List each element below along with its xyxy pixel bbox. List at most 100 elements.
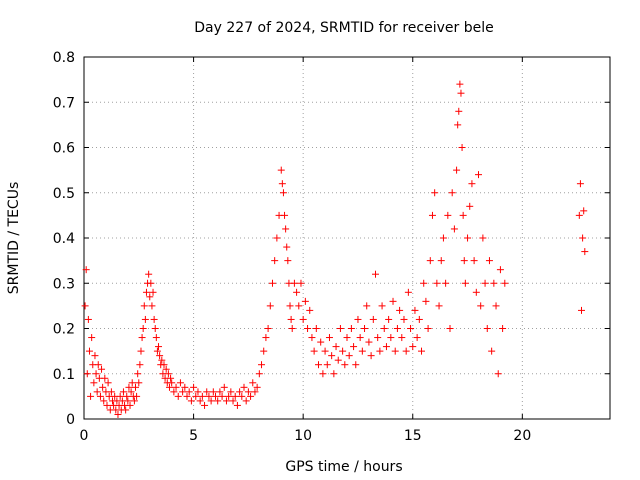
data-point: [85, 347, 93, 355]
data-point: [306, 306, 314, 314]
data-point: [138, 334, 146, 342]
data-point: [255, 370, 263, 378]
data-point: [581, 248, 589, 256]
data-point: [295, 302, 303, 310]
data-point: [354, 315, 362, 323]
data-point: [380, 325, 388, 332]
data-point: [347, 325, 355, 332]
data-point: [88, 334, 96, 342]
data-point: [459, 211, 467, 219]
data-point: [244, 388, 252, 396]
data-point: [288, 325, 296, 332]
data-point: [167, 374, 175, 382]
data-point: [140, 302, 148, 310]
data-point: [87, 392, 95, 400]
data-point: [130, 397, 138, 405]
data-point: [99, 383, 107, 391]
data-point: [411, 306, 419, 314]
data-point: [402, 347, 410, 355]
data-point: [431, 189, 439, 197]
data-point: [212, 392, 219, 400]
data-point: [499, 325, 507, 332]
data-point: [122, 406, 130, 414]
data-point: [82, 266, 90, 274]
data-point: [194, 388, 202, 396]
data-point: [371, 270, 379, 278]
data-point: [483, 325, 491, 332]
data-point: [162, 365, 170, 373]
data-point: [176, 379, 184, 387]
data-point: [240, 383, 248, 391]
data-point: [81, 302, 89, 310]
data-point: [160, 361, 168, 369]
data-point: [418, 347, 426, 355]
data-point: [141, 315, 149, 323]
data-point: [214, 397, 222, 405]
data-point: [442, 279, 450, 287]
data-point: [247, 392, 255, 400]
data-point: [470, 257, 478, 265]
data-point: [468, 180, 476, 188]
data-point: [179, 388, 187, 396]
data-point: [83, 370, 91, 378]
data-point: [222, 397, 230, 405]
data-point: [271, 257, 279, 265]
data-point: [242, 397, 250, 405]
data-point: [290, 279, 298, 287]
data-point: [374, 334, 382, 342]
data-point: [488, 347, 496, 355]
y-axis-label: SRMTID / TECUs: [6, 182, 22, 295]
data-point: [352, 361, 360, 369]
data-point: [479, 234, 487, 242]
data-point: [168, 379, 176, 387]
data-point: [293, 288, 301, 296]
data-point: [98, 365, 106, 373]
data-point: [201, 401, 209, 409]
x-tick-label: 0: [80, 428, 89, 444]
data-point: [148, 302, 156, 310]
data-point: [209, 388, 217, 396]
data-point: [301, 297, 309, 305]
data-point: [107, 388, 115, 396]
data-point: [84, 315, 92, 323]
data-point: [485, 257, 493, 265]
data-point: [356, 334, 364, 342]
data-point: [310, 347, 318, 355]
data-point: [100, 397, 108, 405]
data-point: [382, 343, 390, 351]
data-point: [456, 80, 464, 88]
data-point: [94, 361, 102, 369]
data-point: [123, 392, 131, 400]
data-point: [336, 325, 344, 332]
data-point: [258, 361, 266, 369]
data-point: [317, 338, 325, 346]
data-point: [325, 334, 333, 342]
data-point: [233, 401, 241, 409]
data-point: [458, 144, 466, 151]
data-point: [396, 306, 404, 314]
data-point: [139, 325, 147, 332]
data-point: [278, 180, 286, 188]
data-point: [454, 121, 462, 129]
y-tick-label: 0.2: [53, 322, 75, 338]
grid: [84, 57, 610, 419]
data-point: [358, 347, 366, 355]
data-point: [448, 189, 456, 197]
y-tick-label: 0.1: [53, 367, 75, 383]
y-tick-label: 0: [66, 412, 75, 428]
data-point: [367, 352, 375, 360]
data-point: [481, 279, 489, 287]
data-point: [284, 257, 292, 265]
data-point: [457, 89, 465, 97]
data-point: [433, 279, 441, 287]
data-point: [389, 297, 397, 305]
data-point: [249, 379, 257, 387]
x-tick-label: 10: [294, 428, 312, 444]
data-point: [304, 325, 312, 332]
data-point: [262, 334, 270, 342]
data-point: [365, 338, 373, 346]
data-point: [187, 397, 195, 405]
y-tick-label: 0.3: [53, 276, 75, 292]
data-point: [404, 288, 412, 296]
